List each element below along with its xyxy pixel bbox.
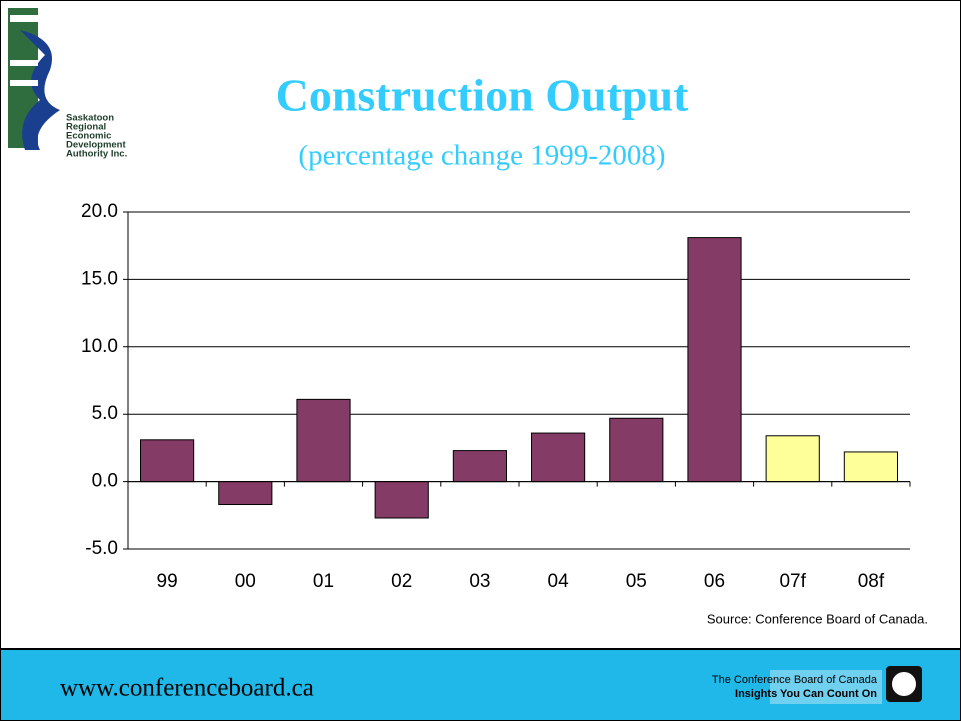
- x-tick-label: 04: [548, 571, 570, 592]
- footer-org: The Conference Board of Canada: [712, 674, 878, 686]
- logo: Saskatoon Regional Economic Development …: [8, 8, 127, 160]
- x-tick-label: 03: [469, 571, 490, 592]
- x-tick-label: 08f: [858, 571, 885, 592]
- bar: [609, 417, 664, 483]
- x-tick-label: 02: [391, 571, 412, 592]
- logo-swoosh: [20, 30, 60, 150]
- x-tick-label: 99: [157, 571, 178, 592]
- footer-icon-mark: [892, 672, 916, 696]
- y-tick-label: -5.0: [85, 538, 118, 559]
- footer: www.conferenceboard.ca The Conference Bo…: [1, 648, 960, 720]
- bar: [765, 435, 820, 483]
- y-tick-label: 20.0: [81, 201, 118, 222]
- logo-text: Regional: [66, 122, 106, 133]
- footer-url: www.conferenceboard.ca: [60, 675, 314, 702]
- plot: -5.0 0.0 5.0 10.0 15.0 20.0 99 00 01 02 03 04 05 06 07…: [81, 201, 911, 592]
- y-tick-label: 0.0: [92, 471, 118, 492]
- bar: [218, 481, 273, 506]
- x-tick-label: 07f: [779, 571, 806, 592]
- footer-tagline: Insights You Can Count On: [735, 688, 877, 700]
- logo-text: Economic: [66, 131, 111, 142]
- source-note: Source: Conference Board of Canada.: [707, 611, 928, 626]
- x-tick-label: 00: [235, 571, 256, 592]
- y-tick-label: 5.0: [92, 403, 118, 424]
- y-tick-label: 15.0: [81, 268, 118, 289]
- footer-logo-box: [770, 670, 882, 704]
- chart-title: Construction Output: [276, 70, 689, 121]
- bar: [374, 481, 429, 519]
- chart-subtitle: (percentage change 1999-2008): [298, 140, 665, 172]
- bar: [843, 451, 898, 483]
- logo-text: Authority Inc.: [66, 149, 127, 160]
- bar: [452, 450, 507, 483]
- bar: [296, 398, 351, 483]
- bar: [531, 432, 586, 483]
- x-tick-label: 06: [704, 571, 725, 592]
- bar: [140, 439, 195, 483]
- x-tick-label: 01: [313, 571, 334, 592]
- logo-text: Saskatoon: [66, 113, 114, 124]
- y-tick-label: 10.0: [81, 336, 118, 357]
- bar: [687, 237, 742, 483]
- logo-text: Development: [66, 140, 126, 151]
- x-tick-label: 05: [626, 571, 647, 592]
